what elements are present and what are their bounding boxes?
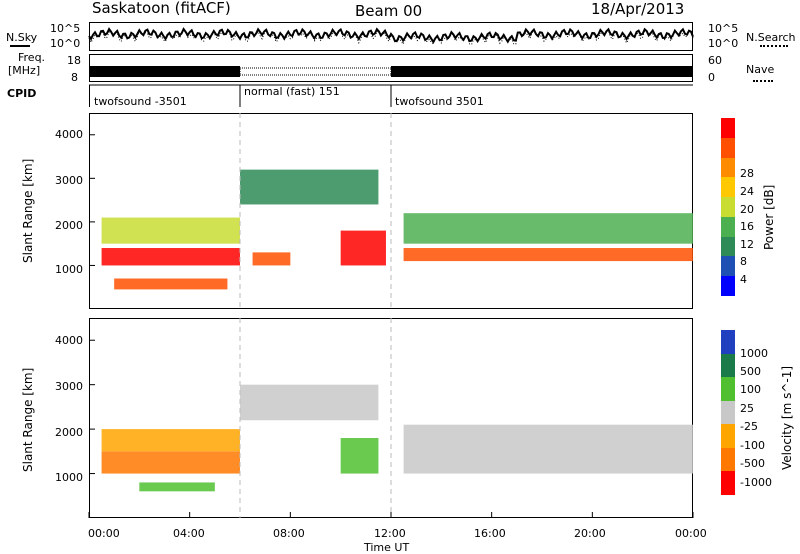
power-cbar-swatch [721,157,735,178]
cpid-segment-2: normal (fast) 151 [244,85,340,98]
power-cbar-tick-24: 24 [740,185,754,198]
power-cbar-swatch [721,256,735,277]
power-cbar-swatch [721,137,735,158]
velocity-ytick-3000: 3000 [55,380,83,393]
nsearch-line [760,45,788,47]
power-cbar-tick-16: 16 [740,220,754,233]
velocity-cbar-swatch [721,471,735,496]
xtick-3: 12:00 [374,527,406,540]
power-cbar-tick-28: 28 [740,167,754,180]
power-cbar-swatch [721,177,735,198]
nave-tick-bottom: 0 [708,71,715,84]
nave-line [753,80,773,82]
power-ytick-4000: 4000 [55,128,83,141]
freq-bar-3 [391,66,693,77]
cpid-panel [89,85,693,107]
power-region-4 [240,169,379,205]
date-title: 18/Apr/2013 [591,0,685,18]
noise-tick-bottom-right: 10^0 [708,37,739,50]
velocity-region-4 [240,384,379,421]
velocity-region-5 [340,438,379,474]
noise-tick-top-left: 10^5 [50,22,81,35]
xtick-5: 20:00 [574,527,606,540]
velocity-region-6 [403,424,693,474]
power-region-2 [101,217,240,244]
velocity-cbar-swatch [721,353,735,378]
freq-bar-1 [89,66,240,77]
nsky-line [10,45,30,47]
noise-tick-bottom-left: 10^0 [50,37,81,50]
power-region-8 [403,213,693,244]
station-title: Saskatoon (fitACF) [92,0,231,17]
power-region-1 [101,248,240,266]
velocity-cbar-tick-neg100: -100 [740,439,765,452]
freq-label: Freq. [18,51,46,64]
cpid-segment-3: twofsound 3501 [395,95,484,108]
power-cbar-tick-4: 4 [740,273,747,286]
freq-bar-dotted [239,67,392,76]
velocity-cbar-swatch [721,377,735,402]
velocity-ytick-4000: 4000 [55,334,83,347]
power-cbar-swatch [721,118,735,138]
velocity-region-1 [101,451,240,474]
velocity-cbar-tick-25: 25 [740,402,754,415]
nsearch-trace [88,27,694,46]
velocity-cbar-swatch [721,330,735,354]
velocity-cbar-swatch [721,447,735,472]
power-cbar-swatch [721,216,735,237]
freq-unit-label: [MHz] [8,64,41,77]
xtick-4: 16:00 [474,527,506,540]
nsearch-label: N.Search [746,31,796,44]
nave-label: Nave [746,63,775,76]
x-axis-label: Time UT [364,541,410,554]
velocity-cbar-tick-500: 500 [740,365,761,378]
power-cbar-tick-20: 20 [740,203,754,216]
power-cbar-tick-8: 8 [740,255,747,268]
power-cbar-swatch [721,197,735,218]
noise-tick-top-right: 10^5 [708,22,739,35]
beam-title: Beam 00 [355,2,423,20]
power-ytick-1000: 1000 [55,263,83,276]
power-region-5 [252,252,291,266]
power-region-3 [114,278,228,290]
power-cbar-swatch [721,236,735,257]
nsky-label: N.Sky [6,31,38,44]
freq-tick-bottom: 8 [71,71,78,84]
power-cbar-tick-12: 12 [740,238,754,251]
power-ytick-3000: 3000 [55,174,83,187]
xtick-1: 04:00 [173,527,205,540]
velocity-cbar-tick-1000: 1000 [740,347,768,360]
velocity-cbar-tick-neg25: -25 [740,420,758,433]
velocity-cbar-tick-100: 100 [740,383,761,396]
velocity-cbar-tick-neg500: -500 [740,457,765,470]
velocity-region-3 [139,482,215,492]
velocity-region-2 [101,429,240,452]
xtick-6: 00:00 [675,527,707,540]
velocity-cbar-swatch [721,400,735,425]
freq-tick-top: 18 [67,54,81,67]
power-cbar-swatch [721,276,735,297]
velocity-ytick-1000: 1000 [55,471,83,484]
cpid-label: CPID [7,87,37,100]
nsky-trace [88,27,694,45]
xtick-2: 08:00 [273,527,305,540]
power-region-7 [403,248,693,262]
xtick-0: 00:00 [88,527,120,540]
velocity-ytick-2000: 2000 [55,426,83,439]
velocity-cbar-tick-neg1000: -1000 [740,476,772,489]
power-ytick-2000: 2000 [55,219,83,232]
velocity-cbar-swatch [721,424,735,449]
cpid-segment-1: twofsound -3501 [94,95,187,108]
power-region-6 [340,230,386,266]
nave-tick-top: 60 [708,54,722,67]
